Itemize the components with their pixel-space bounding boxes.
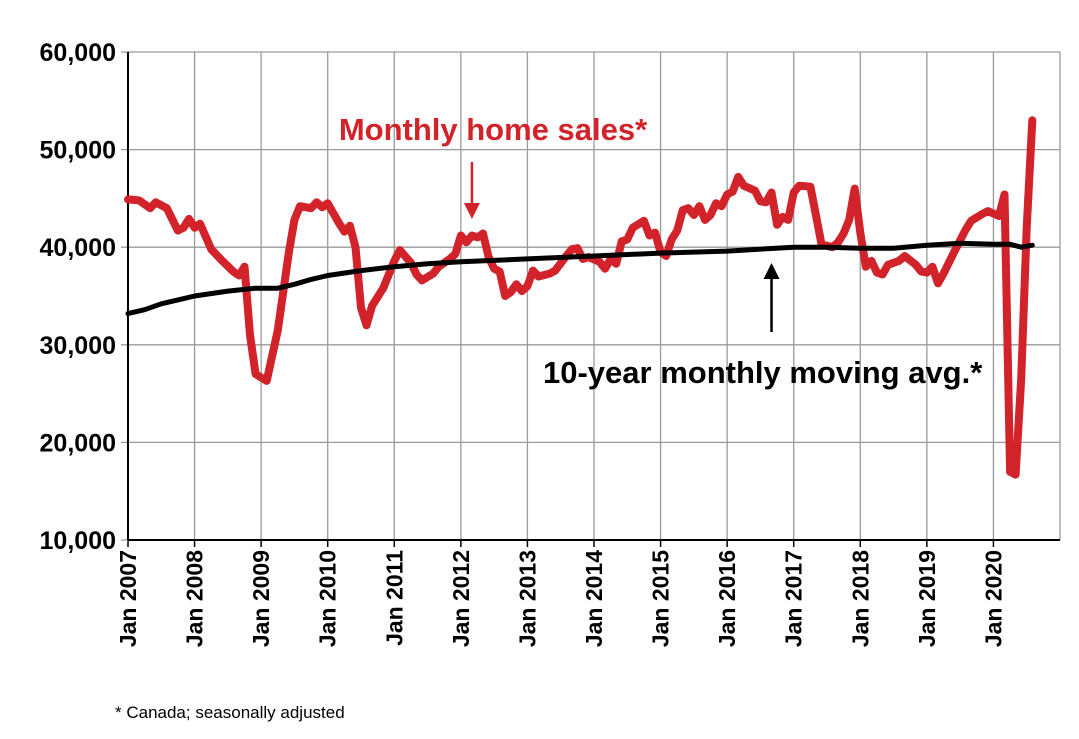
x-tick-label: Jan 2020	[980, 550, 1006, 647]
y-tick-label: 60,000	[40, 39, 116, 67]
x-tick-label: Jan 2008	[182, 550, 208, 647]
y-tick-label: 10,000	[40, 527, 116, 555]
annotation-moving-avg-label: 10-year monthly moving avg.*	[543, 355, 983, 390]
x-tick-label: Jan 2011	[381, 550, 407, 646]
annotations: Monthly home sales* 10-year monthly movin…	[339, 112, 983, 390]
y-tick-label: 30,000	[40, 332, 116, 360]
annotation-arrowhead-up	[763, 263, 780, 279]
y-tick-label: 50,000	[40, 137, 116, 165]
x-tick-label: Jan 2014	[581, 550, 607, 647]
x-tick-label: Jan 2010	[315, 550, 341, 647]
y-tick-labels: 10,000 20,000 30,000 40,000 50,000 60,000	[40, 39, 116, 555]
footnote: * Canada; seasonally adjusted	[115, 703, 345, 722]
x-tick-labels: Jan 2007 Jan 2008 Jan 2009 Jan 2010 Jan 2011…	[115, 550, 1006, 647]
x-tick-label: Jan 2009	[248, 550, 274, 647]
series-lines	[124, 116, 1037, 479]
series-line-monthly-sales	[124, 116, 1037, 479]
y-tick-label: 20,000	[40, 429, 116, 457]
series-line-moving-average	[125, 240, 1035, 317]
x-tick-label: Jan 2012	[448, 550, 474, 647]
vertical-gridlines	[127, 52, 1061, 547]
x-tick-label: Jan 2016	[714, 550, 740, 647]
x-tick-label: Jan 2007	[115, 550, 141, 647]
x-tick-label: Jan 2013	[514, 550, 540, 647]
plot-frame	[127, 52, 1060, 541]
annotation-monthly-sales-label: Monthly home sales*	[339, 112, 648, 147]
x-tick-label: Jan 2015	[648, 550, 674, 647]
x-tick-label: Jan 2017	[781, 550, 807, 647]
x-tick-label: Jan 2018	[847, 550, 873, 647]
annotation-arrowhead-down	[463, 203, 480, 219]
x-tick-label: Jan 2019	[914, 550, 940, 647]
y-tick-label: 40,000	[40, 234, 116, 262]
